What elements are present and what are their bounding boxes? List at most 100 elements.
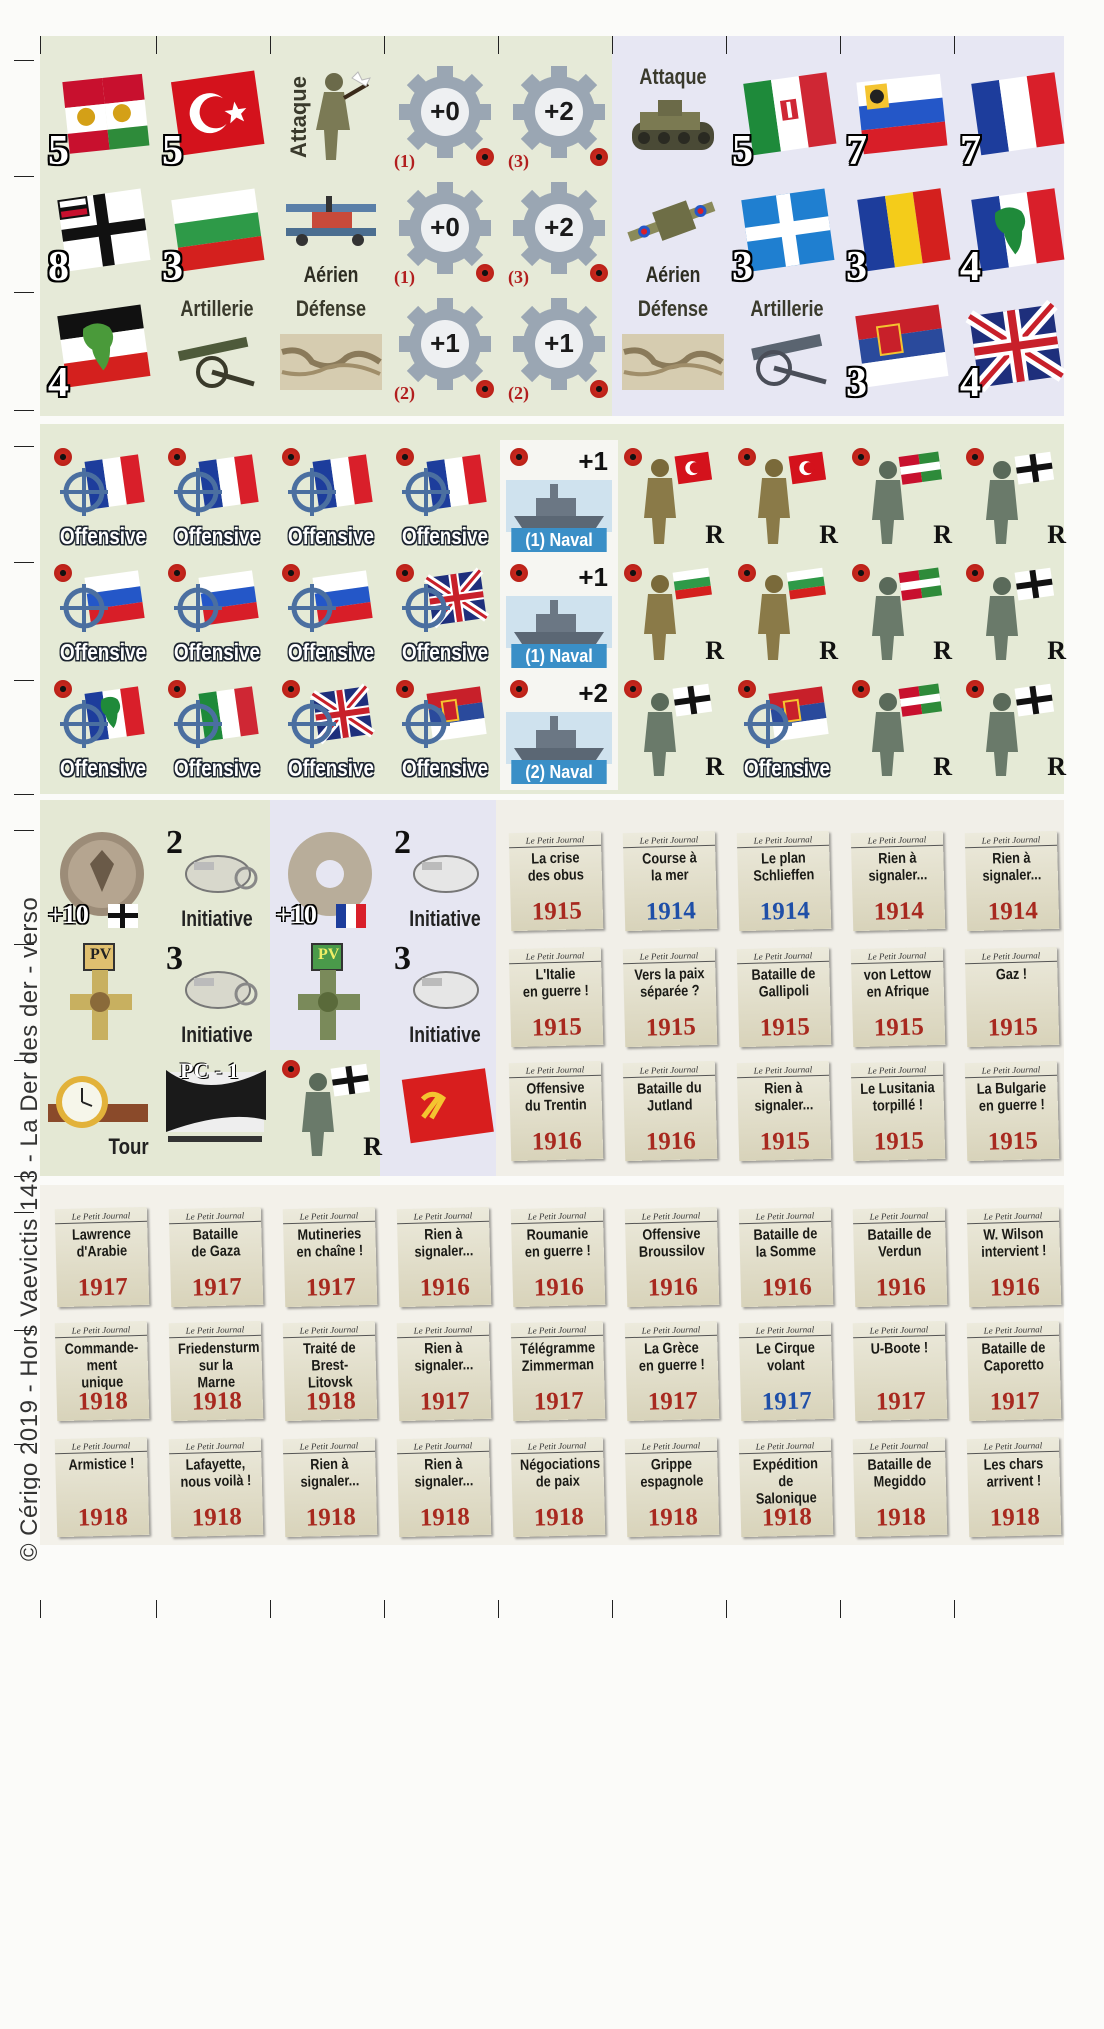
counter-flag-austria[interactable]: 5: [44, 60, 162, 178]
newspaper-event-counter[interactable]: Le Petit Journal Les chars arrivent ! 1918: [956, 1428, 1074, 1546]
counter-coin-german[interactable]: +10: [44, 820, 162, 938]
counter-reserve-austria-1[interactable]: R: [842, 440, 960, 558]
counter-tour[interactable]: Tour: [44, 1052, 162, 1170]
newspaper-event-counter[interactable]: Le Petit Journal Bataille de la Somme 1916: [728, 1198, 846, 1316]
newspaper-event-counter[interactable]: Le Petit Journal Rien à signaler... 1917: [386, 1312, 504, 1430]
counter-flag-serbia[interactable]: 3: [842, 292, 960, 410]
counter-flag-italy[interactable]: 5: [728, 60, 846, 178]
newspaper-event-counter[interactable]: Le Petit Journal Bataille de Verdun 1916: [842, 1198, 960, 1316]
newspaper-event-counter[interactable]: Le Petit Journal Traité de Brest-Litovsk 1…: [272, 1312, 390, 1430]
counter-offensive-france-2[interactable]: Offensive: [158, 440, 276, 558]
counter-reserve-germany-2[interactable]: R: [956, 556, 1074, 674]
counter-reserve-germany-5[interactable]: R: [272, 1052, 390, 1170]
counter-offensive-serbia[interactable]: Offensive: [386, 672, 504, 790]
counter-gear-plus0-b[interactable]: +0 (1): [386, 176, 504, 294]
counter-initiative-3-a[interactable]: 3 Initiative: [158, 936, 276, 1054]
counter-aerien-german[interactable]: Aérien: [272, 176, 390, 294]
newspaper-event-counter[interactable]: Le Petit Journal W. Wilson intervient ! 19…: [956, 1198, 1074, 1316]
counter-flag-romania[interactable]: 3: [842, 176, 960, 294]
counter-reserve-bulgaria-1[interactable]: R: [614, 556, 732, 674]
counter-coin-french[interactable]: +10: [272, 820, 390, 938]
counter-aerien-allied[interactable]: Aérien: [614, 176, 732, 294]
counter-gear-plus1-b[interactable]: +1 (2): [500, 292, 618, 410]
counter-pv-german[interactable]: PV: [44, 936, 162, 1054]
newspaper-event-counter[interactable]: Le Petit Journal Bataille du Jutland 1916: [612, 1052, 730, 1170]
newspaper-event-counter[interactable]: Le Petit Journal Vers la paix séparée ? 19…: [612, 938, 730, 1056]
counter-flag-france-africa[interactable]: 4: [956, 176, 1074, 294]
newspaper-event-counter[interactable]: Le Petit Journal Roumanie en guerre ! 1916: [500, 1198, 618, 1316]
counter-reserve-germany-4[interactable]: R: [956, 672, 1074, 790]
counter-offensive-france-3[interactable]: Offensive: [272, 440, 390, 558]
newspaper-event-counter[interactable]: Le Petit Journal Le Cirque volant 1917: [728, 1312, 846, 1430]
newspaper-event-counter[interactable]: Le Petit Journal von Lettow en Afrique 191…: [840, 938, 958, 1056]
counter-offensive-uk-2[interactable]: Offensive: [272, 672, 390, 790]
newspaper-event-counter[interactable]: Le Petit Journal Grippe espagnole 1918: [614, 1428, 732, 1546]
counter-reserve-germany-3[interactable]: R: [614, 672, 732, 790]
counter-gear-plus2-b[interactable]: +2 (3): [500, 176, 618, 294]
newspaper-event-counter[interactable]: Le Petit Journal Bataille de Gaza 1917: [158, 1198, 276, 1316]
newspaper-event-counter[interactable]: Le Petit Journal Armistice ! 1918: [44, 1428, 162, 1546]
counter-reserve-bulgaria-2[interactable]: R: [728, 556, 846, 674]
newspaper-event-counter[interactable]: Le Petit Journal Friedensturm sur la Marn…: [158, 1312, 276, 1430]
counter-offensive-russia-3[interactable]: Offensive: [272, 556, 390, 674]
counter-flag-germany[interactable]: 8: [44, 176, 162, 294]
newspaper-event-counter[interactable]: Le Petit Journal Rien à signaler... 1918: [386, 1428, 504, 1546]
newspaper-event-counter[interactable]: Le Petit Journal Gaz ! 1915: [954, 938, 1072, 1056]
newspaper-event-counter[interactable]: Le Petit Journal Expédition de Salonique 1…: [728, 1428, 846, 1546]
counter-flag-greece[interactable]: 3: [728, 176, 846, 294]
counter-gear-plus0-a[interactable]: +0 (1): [386, 60, 504, 178]
newspaper-event-counter[interactable]: Le Petit Journal Lafayette, nous voilà ! 1…: [158, 1428, 276, 1546]
counter-offensive-russia-1[interactable]: Offensive: [44, 556, 162, 674]
newspaper-event-counter[interactable]: Le Petit Journal Lawrence d'Arabie 1917: [44, 1198, 162, 1316]
counter-reserve-germany-1[interactable]: R: [956, 440, 1074, 558]
counter-offensive-france-1[interactable]: Offensive: [44, 440, 162, 558]
counter-flag-germany-africa[interactable]: 4: [44, 292, 162, 410]
newspaper-event-counter[interactable]: Le Petit Journal Bataille de Caporetto 191…: [956, 1312, 1074, 1430]
counter-offensive-italy[interactable]: Offensive: [158, 672, 276, 790]
newspaper-event-counter[interactable]: Le Petit Journal Le Lusitania torpillé ! 1…: [840, 1052, 958, 1170]
counter-initiative-2-a[interactable]: 2 Initiative: [158, 820, 276, 938]
counter-reserve-austria-2[interactable]: R: [842, 556, 960, 674]
counter-offensive-france-africa[interactable]: Offensive: [44, 672, 162, 790]
newspaper-event-counter[interactable]: Le Petit Journal Télégramme Zimmerman 1917: [500, 1312, 618, 1430]
counter-flag-france[interactable]: 7: [956, 60, 1074, 178]
counter-reserve-austria-3[interactable]: R: [842, 672, 960, 790]
counter-pv-french[interactable]: PV: [272, 936, 390, 1054]
counter-defense-allied[interactable]: Défense: [614, 292, 732, 410]
newspaper-event-counter[interactable]: Le Petit Journal Offensive du Trentin 1916: [498, 1052, 616, 1170]
counter-gear-plus1-a[interactable]: +1 (2): [386, 292, 504, 410]
newspaper-event-counter[interactable]: Le Petit Journal Rien à signaler... 1916: [386, 1198, 504, 1316]
counter-offensive-uk-1[interactable]: Offensive: [386, 556, 504, 674]
newspaper-event-counter[interactable]: Le Petit Journal U-Boote ! 1917: [842, 1312, 960, 1430]
newspaper-event-counter[interactable]: Le Petit Journal Offensive Broussilov 1916: [614, 1198, 732, 1316]
counter-naval-1[interactable]: +1 (1) Naval: [500, 440, 618, 558]
newspaper-event-counter[interactable]: Le Petit Journal Bataille de Gallipoli 191…: [726, 938, 844, 1056]
counter-reserve-turkey-1[interactable]: R: [614, 440, 732, 558]
newspaper-event-counter[interactable]: Le Petit Journal Le plan Schlieffen 1914: [726, 822, 844, 940]
newspaper-event-counter[interactable]: Le Petit Journal Rien à signaler... 1914: [840, 822, 958, 940]
counter-initiative-2-b[interactable]: 2 Initiative: [386, 820, 504, 938]
counter-offensive-russia-2[interactable]: Offensive: [158, 556, 276, 674]
counter-gear-plus2-a[interactable]: +2 (3): [500, 60, 618, 178]
counter-offensive-serbia-2[interactable]: Offensive: [728, 672, 846, 790]
counter-flag-uk[interactable]: 4: [956, 292, 1074, 410]
counter-defense-german[interactable]: Défense: [272, 292, 390, 410]
newspaper-event-counter[interactable]: Le Petit Journal La crise des obus 1915: [498, 822, 616, 940]
newspaper-event-counter[interactable]: Le Petit Journal Rien à signaler... 1914: [954, 822, 1072, 940]
newspaper-event-counter[interactable]: Le Petit Journal Rien à signaler... 1918: [272, 1428, 390, 1546]
newspaper-event-counter[interactable]: Le Petit Journal La Grèce en guerre ! 1917: [614, 1312, 732, 1430]
counter-attaque-tank[interactable]: Attaque: [614, 60, 732, 178]
counter-artillerie-allied[interactable]: Artillerie: [728, 292, 846, 410]
newspaper-event-counter[interactable]: Le Petit Journal Bataille de Megiddo 1918: [842, 1428, 960, 1546]
counter-attaque-infantry[interactable]: Attaque: [272, 60, 390, 178]
newspaper-event-counter[interactable]: Le Petit Journal Course à la mer 1914: [612, 822, 730, 940]
newspaper-event-counter[interactable]: Le Petit Journal Mutineries en chaîne ! 19…: [272, 1198, 390, 1316]
newspaper-event-counter[interactable]: Le Petit Journal La Bulgarie en guerre ! 1…: [954, 1052, 1072, 1170]
counter-flag-soviet[interactable]: [386, 1052, 504, 1170]
newspaper-event-counter[interactable]: Le Petit Journal Rien à signaler... 1915: [726, 1052, 844, 1170]
counter-offensive-france-4[interactable]: Offensive: [386, 440, 504, 558]
counter-initiative-3-b[interactable]: 3 Initiative: [386, 936, 504, 1054]
counter-flag-russia[interactable]: 7: [842, 60, 960, 178]
counter-flag-bulgaria[interactable]: 3: [158, 176, 276, 294]
counter-pc-minus1[interactable]: PC - 1: [158, 1052, 276, 1170]
